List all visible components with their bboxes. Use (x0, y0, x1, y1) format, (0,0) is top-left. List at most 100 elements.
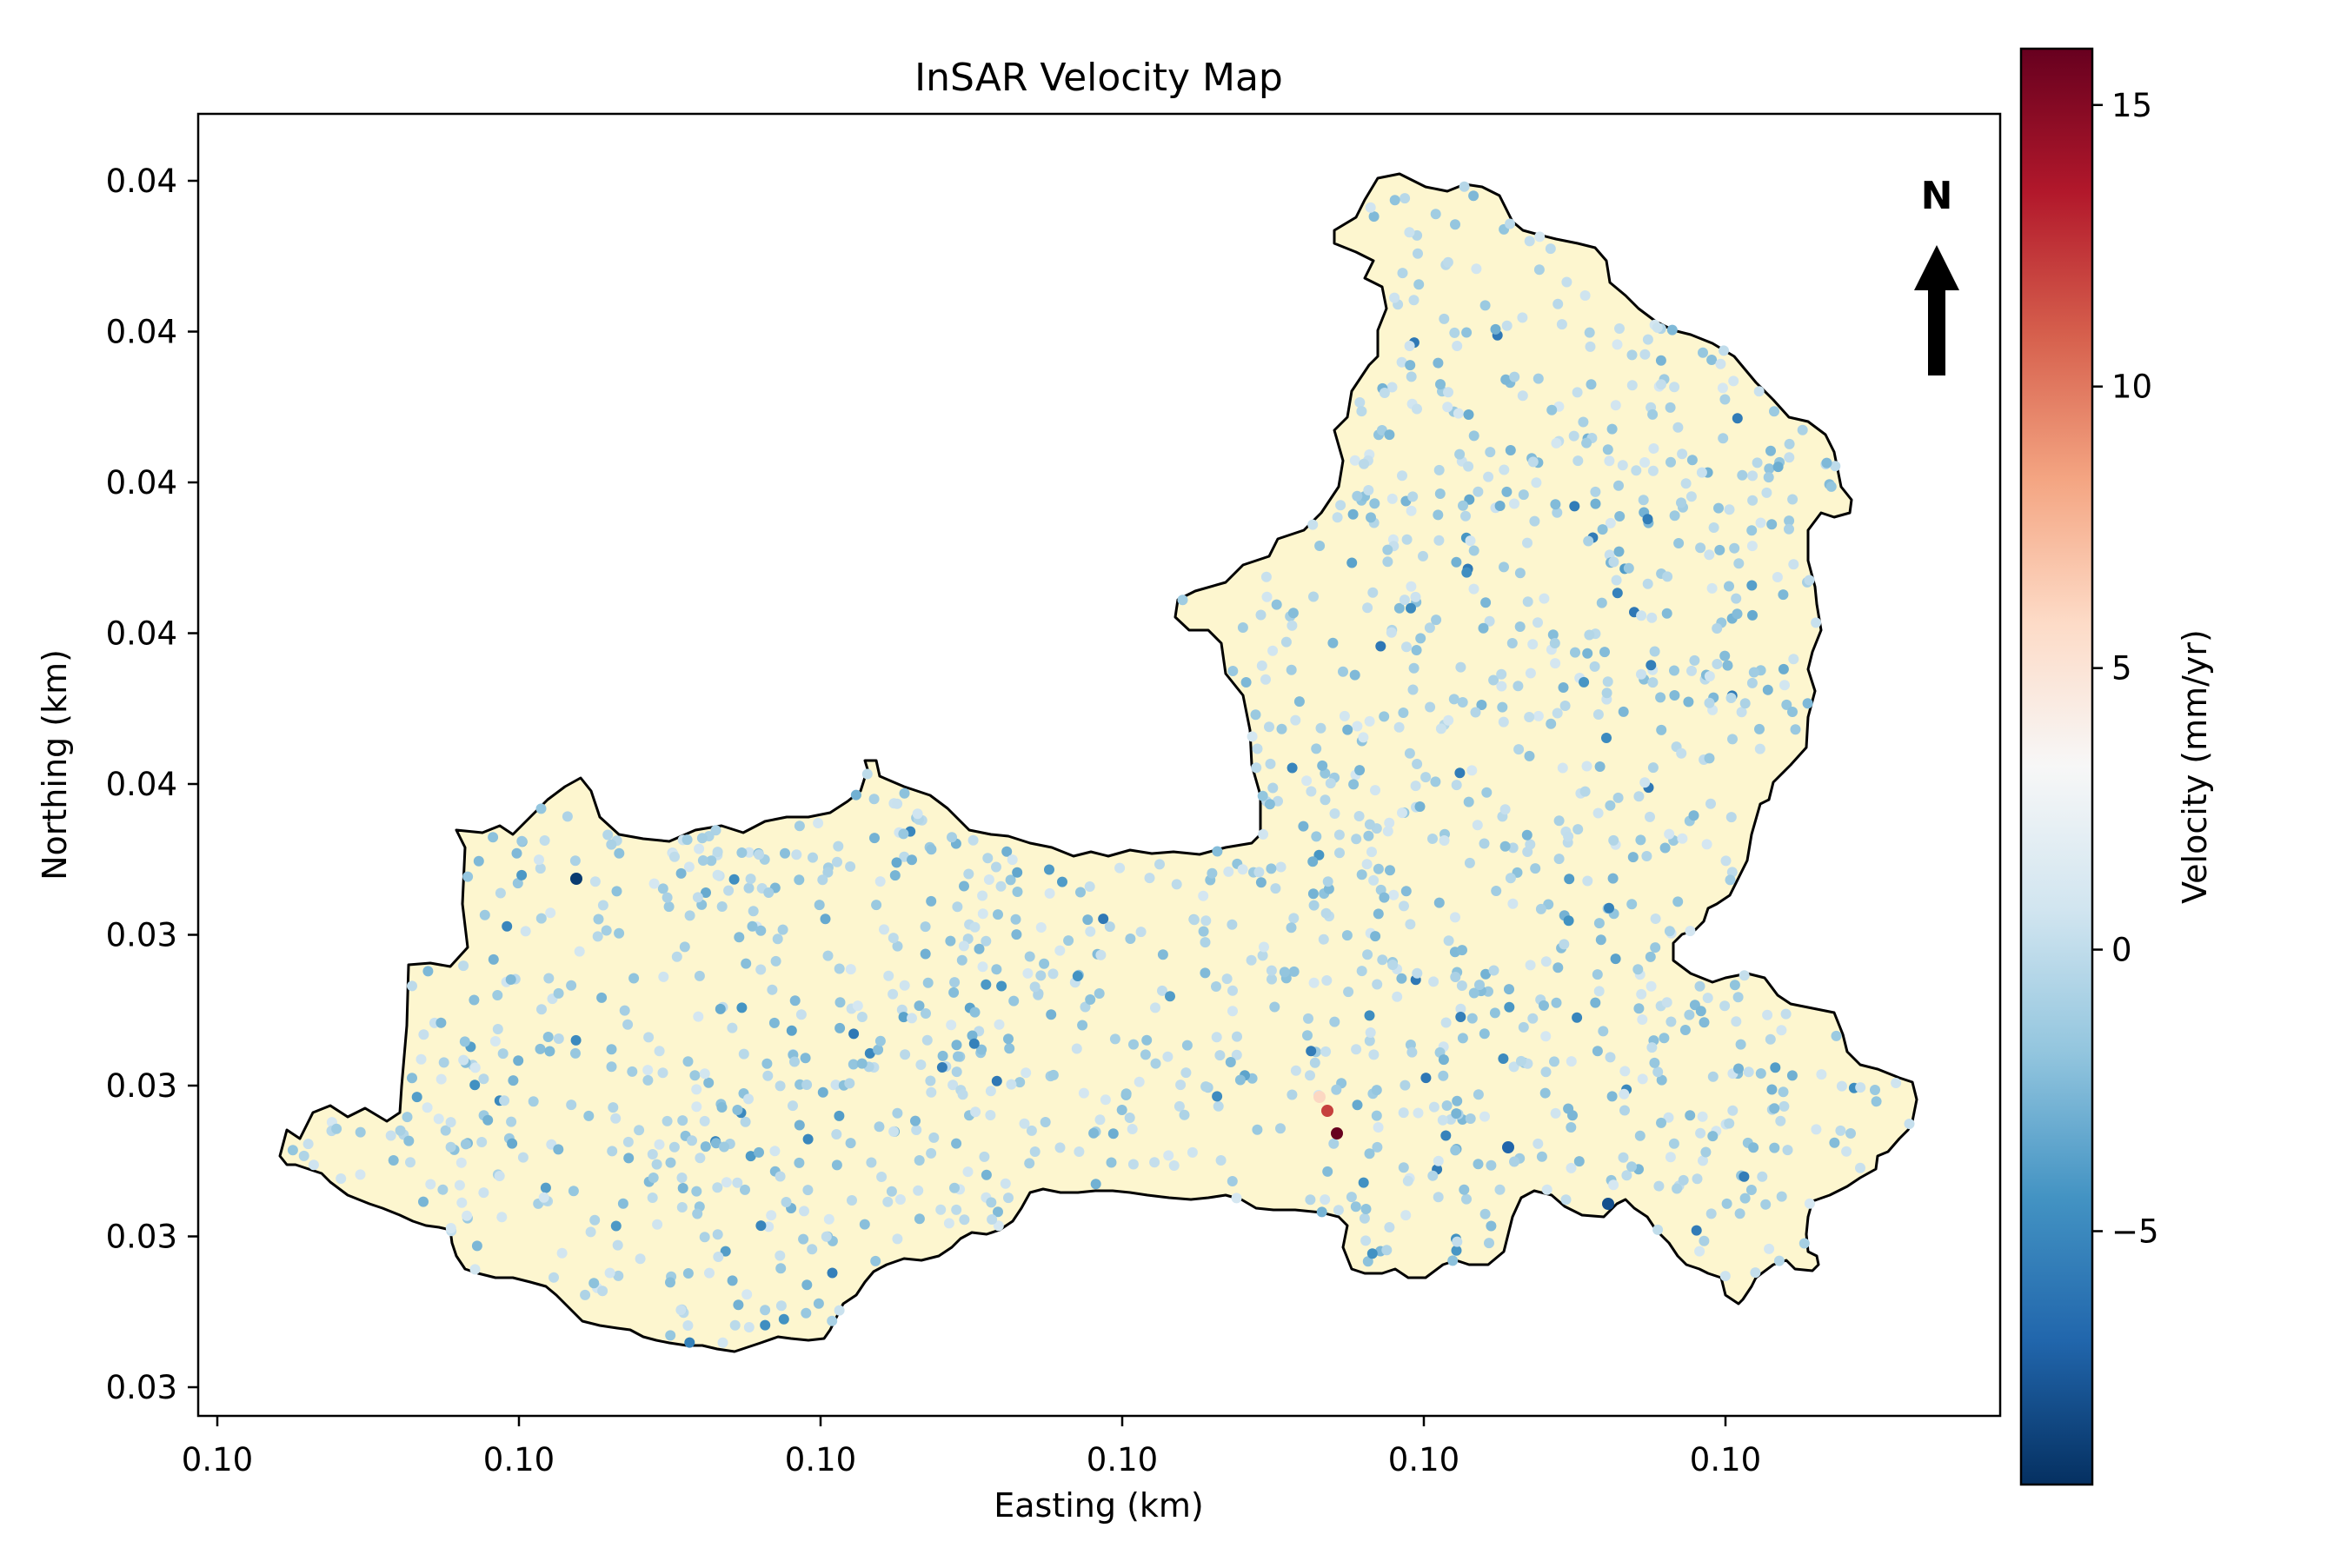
insar-point (1781, 699, 1792, 710)
insar-point (1659, 1033, 1670, 1044)
insar-point (1684, 1009, 1695, 1020)
insar-point (712, 847, 723, 858)
insar-point (1371, 1085, 1382, 1096)
insar-point (1666, 324, 1678, 336)
insar-point (914, 1213, 925, 1225)
insar-point (612, 1239, 623, 1251)
insar-point (1389, 292, 1400, 303)
insar-point (1721, 1198, 1732, 1209)
insar-point (1797, 424, 1808, 435)
insar-point (907, 854, 917, 866)
insar-point (1619, 1088, 1630, 1100)
insar-point (848, 1059, 859, 1070)
insar-point (355, 1126, 366, 1138)
insar-point (754, 849, 765, 860)
insar-point (1078, 1087, 1089, 1099)
insar-point (1772, 462, 1784, 473)
insar-point (1362, 602, 1373, 614)
insar-point (1251, 762, 1262, 774)
insar-point (1700, 1146, 1712, 1158)
insar-point (977, 908, 988, 920)
insar-point (1505, 873, 1516, 884)
insar-point (1572, 455, 1584, 467)
insar-point (1706, 582, 1718, 594)
insar-point (1612, 588, 1623, 599)
insar-point (1346, 1192, 1357, 1203)
insar-point (1413, 248, 1423, 259)
insar-point (794, 874, 805, 886)
insar-point (1655, 692, 1666, 703)
insar-point (601, 925, 612, 936)
insar-point (920, 948, 931, 960)
insar-point (568, 1186, 579, 1197)
insar-point (1379, 388, 1390, 398)
insar-point (580, 1289, 591, 1300)
insar-point (888, 1126, 900, 1137)
insar-point (1707, 1071, 1719, 1082)
insar-point (740, 1184, 750, 1195)
insar-point (553, 1144, 564, 1155)
insar-point (755, 925, 767, 936)
insar-point (478, 1073, 489, 1085)
insar-point (1592, 969, 1603, 980)
insar-point (1564, 874, 1575, 885)
insar-point (1135, 927, 1147, 938)
insar-point-notable (1331, 1127, 1343, 1139)
insar-point (473, 855, 484, 867)
insar-point (570, 1034, 582, 1046)
insar-point (1619, 1066, 1631, 1077)
insar-point (663, 901, 675, 913)
insar-point (1434, 488, 1446, 499)
insar-point (592, 931, 603, 942)
insar-point (1699, 1017, 1710, 1028)
insar-point (1572, 1012, 1583, 1023)
insar-point (879, 924, 889, 935)
insar-point (1024, 1158, 1035, 1169)
insar-point (1364, 1148, 1375, 1159)
insar-point (1845, 1128, 1856, 1139)
insar-point (1672, 896, 1684, 907)
insar-point (1499, 464, 1510, 475)
insar-point (1385, 865, 1395, 876)
insar-point (1646, 980, 1657, 992)
insar-point (1368, 874, 1380, 886)
insar-point (1811, 617, 1822, 628)
insar-point (1559, 939, 1570, 950)
insar-point (1719, 1000, 1731, 1012)
insar-point (1753, 386, 1765, 397)
insar-point (614, 847, 625, 859)
insar-point (1331, 1084, 1342, 1095)
insar-point (1334, 847, 1345, 859)
insar-point (676, 1173, 688, 1183)
insar-point (692, 1208, 703, 1219)
insar-point (761, 1058, 773, 1069)
insar-point (728, 874, 740, 885)
insar-point (1496, 681, 1507, 692)
insar-point (1400, 886, 1412, 897)
insar-point (1776, 1191, 1787, 1202)
insar-point (949, 977, 961, 988)
insar-point (1379, 711, 1390, 722)
insar-point (1676, 747, 1687, 759)
insar-point (1237, 622, 1248, 633)
insar-point (1525, 668, 1536, 679)
insar-point (1605, 517, 1616, 528)
insar-point (1607, 873, 1619, 884)
insar-point (1144, 873, 1155, 884)
insar-point (888, 933, 899, 944)
insar-point (1270, 883, 1281, 894)
insar-point (1499, 561, 1509, 573)
insar-point (1617, 460, 1628, 471)
insar-point (1442, 256, 1453, 268)
insar-point (1198, 890, 1209, 901)
insar-point (691, 1084, 702, 1095)
insar-point (1561, 276, 1572, 288)
y-tick-label: 0.03 (106, 1219, 177, 1256)
insar-point (1752, 457, 1763, 468)
insar-point (768, 1017, 780, 1028)
insar-point-notable (1321, 1105, 1333, 1117)
insar-point (1150, 1002, 1160, 1013)
insar-point (336, 1173, 347, 1184)
insar-point (1732, 992, 1744, 1003)
insar-point (861, 768, 873, 780)
